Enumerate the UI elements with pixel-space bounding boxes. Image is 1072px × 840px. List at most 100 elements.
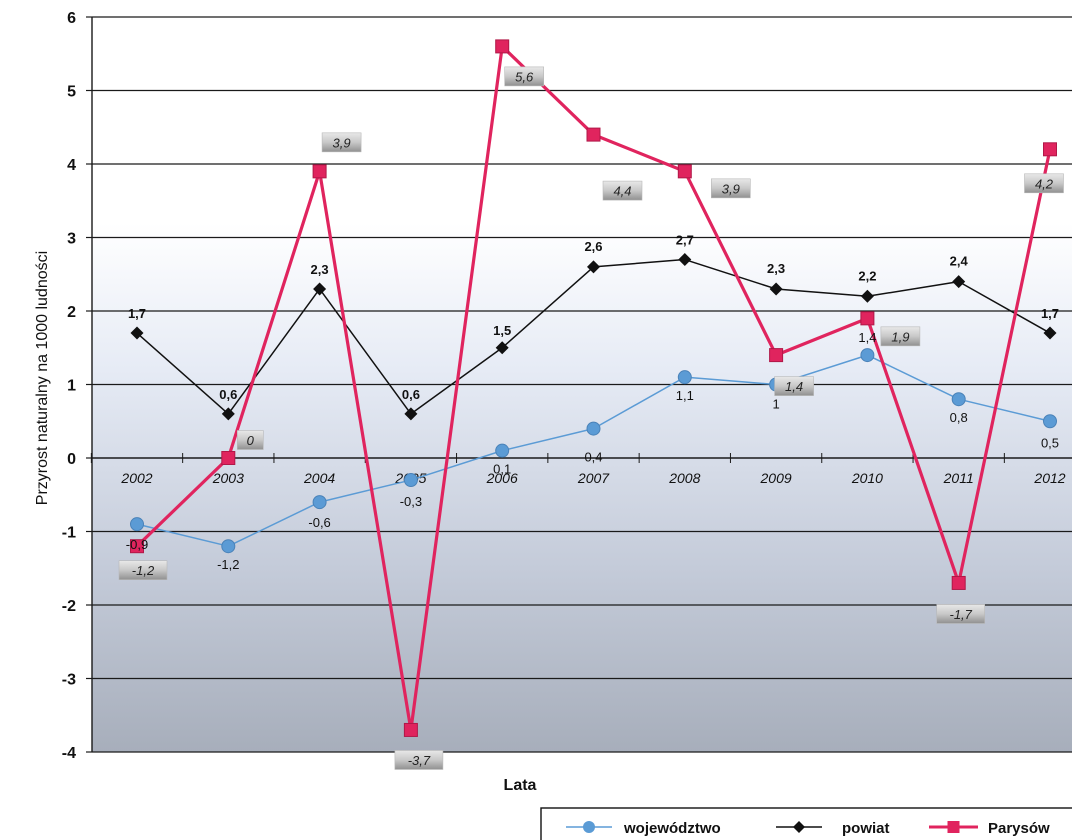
data-label-box [1024, 173, 1064, 194]
data-label-box [880, 326, 921, 347]
data-point [678, 253, 692, 267]
data-label-box [321, 132, 362, 153]
data-label: 2,4 [950, 254, 969, 269]
data-point [586, 421, 601, 436]
data-point [769, 348, 784, 363]
y-tick-labels: -4 -3 -2 -1 0 1 2 3 4 5 6 [62, 10, 76, 762]
data-label-tag: -3,7 [394, 750, 444, 770]
legend-marker [947, 821, 960, 833]
data-label: 2,6 [584, 239, 602, 254]
data-point [587, 260, 600, 274]
data-point [951, 575, 966, 590]
gridlines [86, 16, 1072, 753]
y-tick-label: -3 [62, 672, 76, 689]
data-label: 0,4 [584, 450, 602, 465]
data-label: 5,6 [515, 69, 534, 84]
x-tick-label: 2004 [303, 470, 335, 486]
x-tick-label: 2003 [212, 470, 244, 486]
y-tick-label: 2 [67, 304, 76, 321]
x-tick-label: 2002 [120, 470, 152, 486]
data-label: 1,7 [1041, 306, 1059, 321]
legend-label: Parysów [988, 820, 1050, 837]
data-point [403, 473, 418, 488]
legend: województwo powiat Parysów [540, 807, 1072, 840]
data-point [130, 539, 144, 554]
data-label: 3,9 [333, 135, 351, 150]
data-point [1043, 142, 1057, 157]
legend-box [540, 807, 1072, 840]
data-point [495, 341, 509, 355]
y-tick-label: 1 [67, 378, 76, 395]
y-tick-label: -2 [62, 598, 76, 615]
data-label-box [504, 66, 545, 87]
x-tick-label: 2008 [668, 470, 700, 486]
x-tick-labels: 2002200320042005200620072008200920102011… [120, 470, 1065, 486]
data-label-box [394, 750, 444, 770]
data-label-box [710, 178, 751, 199]
y-tick-label: 3 [67, 231, 76, 248]
data-point [312, 164, 327, 179]
x-tick-label: 2010 [851, 470, 883, 486]
data-point [951, 392, 966, 407]
data-point [221, 407, 235, 421]
data-point [495, 39, 510, 54]
data-label: 0,1 [493, 462, 511, 477]
data-label-box [118, 560, 168, 581]
data-point [495, 443, 510, 458]
legend-item-powiat: powiat [776, 820, 890, 837]
x-tick-label: 2006 [486, 470, 518, 486]
data-label: 0,5 [1041, 435, 1059, 450]
data-label: 0,8 [950, 410, 968, 425]
data-label-tag: 4,2 [1024, 173, 1064, 194]
data-point [312, 495, 327, 510]
data-label-tag: 1,4 [774, 376, 814, 396]
data-point [860, 311, 875, 326]
data-label-box [602, 180, 643, 201]
data-point [130, 326, 144, 340]
x-tick-label: 2012 [1033, 470, 1065, 486]
data-label-tag: 1,9 [880, 326, 921, 347]
x-tick-label: 2007 [577, 470, 610, 486]
data-label: 1,1 [676, 388, 694, 403]
data-point [952, 275, 966, 289]
data-label: -1,2 [132, 563, 155, 578]
data-label-tag: -1,7 [936, 604, 986, 624]
y-tick-label: 5 [67, 84, 76, 101]
data-point [404, 407, 418, 421]
legend-marker [793, 821, 805, 833]
legend-marker [583, 821, 595, 833]
x-axis-title: Lata [504, 777, 537, 794]
data-label: 1,7 [128, 306, 146, 321]
y-tick-label: 0 [67, 451, 76, 468]
legend-item-parysow: Parysów [929, 820, 1050, 837]
data-label: 4,2 [1035, 176, 1054, 191]
y-tick-label: 4 [67, 157, 76, 174]
data-label-tag: 3,9 [321, 132, 362, 153]
x-tick-label: 2011 [943, 470, 974, 486]
data-label: -0,3 [400, 494, 422, 509]
data-label: 2,3 [767, 261, 785, 276]
data-point [860, 348, 875, 363]
data-labels: -0,9 -1,2 -0,6 -0,3 0,1 0,4 1,1 1 1,4 0,8 0,5 1,7 0,… [118, 66, 1064, 770]
data-label: 1,4 [785, 379, 803, 394]
data-point [1043, 326, 1057, 340]
data-point [769, 282, 783, 296]
data-label: -0,9 [126, 537, 148, 552]
data-label: -1,2 [217, 557, 239, 572]
data-label: 2,3 [311, 262, 329, 277]
y-axis-title: Przyrost naturalny na 1000 ludności [34, 251, 51, 505]
data-label: 2,2 [858, 268, 876, 283]
data-label: -1,7 [949, 607, 972, 622]
data-point [1043, 414, 1057, 429]
data-label-tag: -1,2 [118, 560, 168, 581]
legend-label: województwo [623, 820, 721, 837]
data-label: 0,6 [402, 387, 420, 402]
data-point [677, 164, 692, 179]
data-label-tag: 5,6 [504, 66, 545, 87]
data-label-tag: 4,4 [602, 180, 643, 201]
legend-label: powiat [842, 820, 890, 837]
data-label: 3,9 [722, 181, 740, 196]
data-point [221, 539, 236, 554]
data-point [130, 517, 144, 532]
